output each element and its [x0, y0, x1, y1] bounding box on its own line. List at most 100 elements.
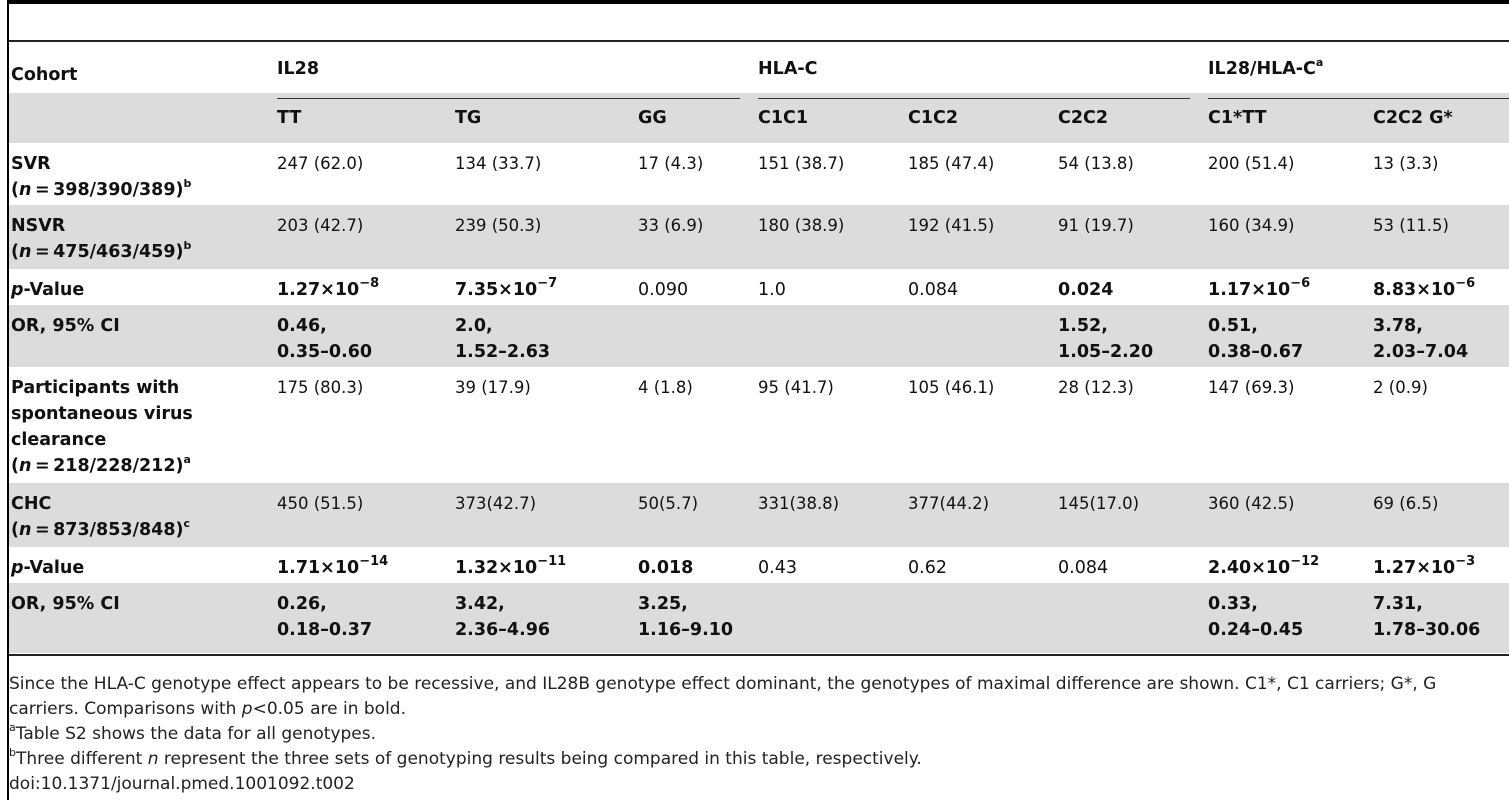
- footnote-main: Since the HLA-C genotype effect appears …: [9, 674, 1437, 719]
- table-cell: 203 (42.7): [277, 205, 455, 269]
- table-cell: 2.0, 1.52–2.63: [455, 305, 638, 367]
- top-border: [7, 0, 1509, 4]
- table-cell: [1058, 583, 1209, 653]
- table-cell: 3.78, 2.03–7.04: [1373, 305, 1509, 367]
- table-cell: 91 (19.7): [1058, 205, 1209, 269]
- table-cell: [908, 305, 1059, 367]
- table-cell: 0.084: [908, 280, 959, 300]
- row-label: CHC (n = 873/853/848)c: [9, 483, 277, 547]
- doi: doi:10.1371/journal.pmed.1001092.t002: [9, 774, 355, 794]
- table-cell: 0.018: [638, 558, 694, 578]
- row-label: Participants with spontaneous virus cleara…: [11, 378, 193, 476]
- table-cell: 7.35×10−7: [455, 276, 558, 300]
- table-cell: 54 (13.8): [1058, 154, 1134, 173]
- table-cell: 247 (62.0): [277, 154, 364, 173]
- table-cell: 1.32×10−11: [455, 554, 567, 578]
- table-cell: 39 (17.9): [455, 378, 531, 397]
- row-label: OR, 95% CI: [9, 305, 277, 367]
- left-border: [7, 0, 9, 800]
- table-cell: 0.26, 0.18–0.37: [277, 583, 455, 653]
- table-cell: 151 (38.7): [758, 154, 845, 173]
- table-cell: 331(38.8): [758, 483, 909, 547]
- table-cell: 200 (51.4): [1208, 154, 1295, 173]
- table-cell: 145(17.0): [1058, 483, 1209, 547]
- table-cell: 3.42, 2.36–4.96: [455, 583, 638, 653]
- footnote-a: aTable S2 shows the data for all genotyp…: [9, 721, 377, 744]
- table-body: TT TG GG C1C1 C1C2 C2C2 C1*TT C2C2 G* SVR (n = 39…: [9, 93, 1509, 653]
- table-cell: 105 (46.1): [908, 378, 995, 397]
- table-cell: 1.17×10−6: [1208, 276, 1311, 300]
- table-cell: 377(44.2): [908, 483, 1059, 547]
- table-cell: 50(5.7): [638, 483, 759, 547]
- results-table: Cohort IL28 HLA-C IL28/HLA-Ca TT TG GG C1C1…: [9, 40, 1509, 653]
- table-cell: 373(42.7): [455, 483, 638, 547]
- group-header-il28-hla-c: IL28/HLA-Ca: [1208, 40, 1509, 99]
- table-cell: [908, 583, 1059, 653]
- table-cell: 0.43: [758, 558, 797, 578]
- row-label: p-Value: [11, 280, 85, 300]
- column-header: C2C2: [1058, 93, 1209, 143]
- table-bottom-rule: [9, 654, 1509, 656]
- table-cell: 1.0: [758, 280, 786, 300]
- table-cell: 180 (38.9): [758, 205, 909, 269]
- table-cell: 13 (3.3): [1373, 154, 1439, 173]
- table-row: p-Value 1.71×10−14 1.32×10−11 0.018 0.43 0.62…: [9, 547, 1509, 583]
- table-cell: [758, 305, 909, 367]
- table-cell: 95 (41.7): [758, 378, 834, 397]
- table-cell: 0.024: [1058, 280, 1114, 300]
- table-cell: 1.27×10−3: [1373, 554, 1476, 578]
- table-cell: 175 (80.3): [277, 378, 364, 397]
- row-label: NSVR (n = 475/463/459)b: [9, 205, 277, 269]
- column-header: C1*TT: [1208, 93, 1374, 143]
- table-cell: 53 (11.5): [1373, 205, 1509, 269]
- table-cell: 7.31, 1.78–30.06: [1373, 583, 1509, 653]
- table-cell: [638, 305, 759, 367]
- table-cell: 4 (1.8): [638, 378, 693, 397]
- table-cell: 0.46, 0.35–0.60: [277, 305, 455, 367]
- table-cell: 2 (0.9): [1373, 378, 1428, 397]
- table-cell: 0.51, 0.38–0.67: [1208, 305, 1374, 367]
- table-cell: 185 (47.4): [908, 154, 995, 173]
- table-row: SVR (n = 398/390/389)b 247 (62.0) 134 (33.7…: [9, 143, 1509, 205]
- table-cell: 134 (33.7): [455, 154, 542, 173]
- table-cell: 0.33, 0.24–0.45: [1208, 583, 1374, 653]
- table-cell: 450 (51.5): [277, 483, 455, 547]
- table-cell: 8.83×10−6: [1373, 276, 1476, 300]
- table-cell: 192 (41.5): [908, 205, 1059, 269]
- table-cell: 3.25, 1.16–9.10: [638, 583, 759, 653]
- row-label: p-Value: [11, 558, 85, 578]
- table-cell: 17 (4.3): [638, 154, 704, 173]
- table-row: NSVR (n = 475/463/459)b 203 (42.7) 239 (50.…: [9, 205, 1509, 269]
- column-header: GG: [638, 93, 759, 143]
- table-cell: 0.090: [638, 280, 689, 300]
- table-cell: 28 (12.3): [1058, 378, 1134, 397]
- group-header-il28: IL28: [277, 40, 759, 99]
- table-cell: 1.27×10−8: [277, 276, 380, 300]
- table-cell: 239 (50.3): [455, 205, 638, 269]
- column-header: TT: [277, 93, 455, 143]
- row-label: SVR (n = 398/390/389)b: [11, 154, 192, 200]
- table-cell: 360 (42.5): [1208, 483, 1374, 547]
- footnote-b: bThree different n represent the three s…: [9, 746, 922, 769]
- table-row: Participants with spontaneous virus cleara…: [9, 367, 1509, 483]
- table-cell: 0.62: [908, 558, 947, 578]
- group-header-hla-c: HLA-C: [758, 40, 1209, 99]
- table-cell: 160 (34.9): [1208, 205, 1374, 269]
- column-header-row: TT TG GG C1C1 C1C2 C2C2 C1*TT C2C2 G*: [9, 93, 1509, 143]
- column-header: TG: [455, 93, 638, 143]
- table-row: p-Value 1.27×10−8 7.35×10−7 0.090 1.0 0.084 0.…: [9, 269, 1509, 305]
- table-cell: 1.71×10−14: [277, 554, 389, 578]
- column-header: C1C1: [758, 93, 909, 143]
- column-header: C1C2: [908, 93, 1059, 143]
- row-label: OR, 95% CI: [9, 583, 277, 653]
- table-cell: [758, 583, 909, 653]
- column-header-blank: [9, 93, 277, 143]
- table-row: OR, 95% CI 0.26, 0.18–0.37 3.42, 2.36–4.96 3.…: [9, 583, 1509, 653]
- table-row: CHC (n = 873/853/848)c 450 (51.5) 373(42.7)…: [9, 483, 1509, 547]
- table-cell: 69 (6.5): [1373, 483, 1509, 547]
- table-row: OR, 95% CI 0.46, 0.35–0.60 2.0, 1.52–2.63 1.5…: [9, 305, 1509, 367]
- table-cell: 0.084: [1058, 558, 1109, 578]
- table-cell: 33 (6.9): [638, 205, 759, 269]
- table-cell: 1.52, 1.05–2.20: [1058, 305, 1209, 367]
- cohort-header: Cohort: [9, 40, 277, 93]
